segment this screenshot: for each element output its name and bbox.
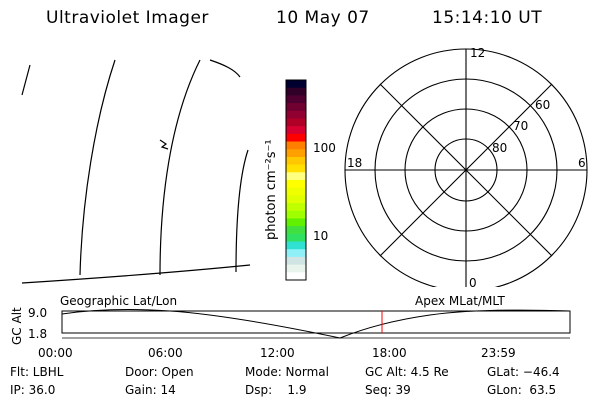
colorbar-segment <box>286 164 306 173</box>
colorbar-segment <box>286 87 306 96</box>
xtick: 06:00 <box>148 346 183 360</box>
info-field: Gain: 14 <box>125 383 176 397</box>
info-field: GC Alt: 4.5 Re <box>365 365 449 379</box>
colorbar-segment <box>286 272 306 281</box>
xtick: 00:00 <box>38 346 73 360</box>
apex-label: Apex MLat/MLT <box>415 294 505 308</box>
colorbar-segment <box>286 210 306 219</box>
colorbar-segment <box>286 203 306 212</box>
info-field: Seq: 39 <box>365 383 411 397</box>
colorbar-segment <box>286 256 306 266</box>
instrument-title: Ultraviolet Imager <box>46 8 209 28</box>
xtick: 12:00 <box>260 346 295 360</box>
colorbar-segment <box>286 264 306 273</box>
colorbar-segment <box>286 95 306 104</box>
colorbar-tick-10: 10 <box>313 229 329 243</box>
colorbar-segment <box>286 110 306 119</box>
info-field: GLon: 63.5 <box>487 383 557 397</box>
geographic-label: Geographic Lat/Lon <box>60 294 178 308</box>
lat-80: 80 <box>492 141 508 155</box>
colorbar-segment <box>286 172 306 181</box>
date-label: 10 May 07 <box>276 8 370 28</box>
colorbar-segment <box>286 180 306 189</box>
altitude-axis-label: GC Alt <box>10 307 24 345</box>
mlt-18: 18 <box>347 156 363 170</box>
polar-grid <box>344 48 588 287</box>
lat-60: 60 <box>535 98 551 112</box>
mlt-6: 6 <box>578 156 586 170</box>
lat-70: 70 <box>513 119 529 133</box>
colorbar-segment <box>286 126 306 135</box>
geographic-map <box>21 59 251 284</box>
info-field: Mode: Normal <box>245 365 329 379</box>
info-field: IP: 36.0 <box>10 383 56 397</box>
ytick-1-8: 1.8 <box>28 327 48 341</box>
colorbar-segment <box>286 226 306 235</box>
colorbar-segment <box>286 233 306 243</box>
altitude-plot <box>61 309 571 339</box>
info-field: Dsp: 1.9 <box>245 383 307 397</box>
mlt-12: 12 <box>470 46 486 60</box>
colorbar-segment <box>286 149 306 158</box>
colorbar-label: photon cm⁻²s⁻¹ <box>264 139 279 240</box>
colorbar <box>285 79 307 281</box>
xtick: 18:00 <box>372 346 407 360</box>
time-label: 15:14:10 UT <box>432 8 543 28</box>
colorbar-segment <box>286 241 306 250</box>
colorbar-segment <box>286 118 306 127</box>
colorbar-segment <box>286 249 306 258</box>
colorbar-segment <box>286 80 306 89</box>
info-field: GLat: −46.4 <box>487 365 560 379</box>
info-field: Door: Open <box>125 365 194 379</box>
colorbar-segment <box>286 195 306 204</box>
colorbar-segment <box>286 133 306 143</box>
colorbar-segment <box>286 187 306 196</box>
colorbar-segment <box>286 141 306 150</box>
colorbar-segment <box>286 156 306 166</box>
ytick-9: 9.0 <box>28 306 48 320</box>
info-field: Flt: LBHL <box>10 365 64 379</box>
colorbar-segment <box>286 218 306 227</box>
mlt-0: 0 <box>469 276 477 290</box>
colorbar-tick-100: 100 <box>313 141 336 155</box>
xtick: 23:59 <box>481 346 516 360</box>
colorbar-segment <box>286 103 306 112</box>
